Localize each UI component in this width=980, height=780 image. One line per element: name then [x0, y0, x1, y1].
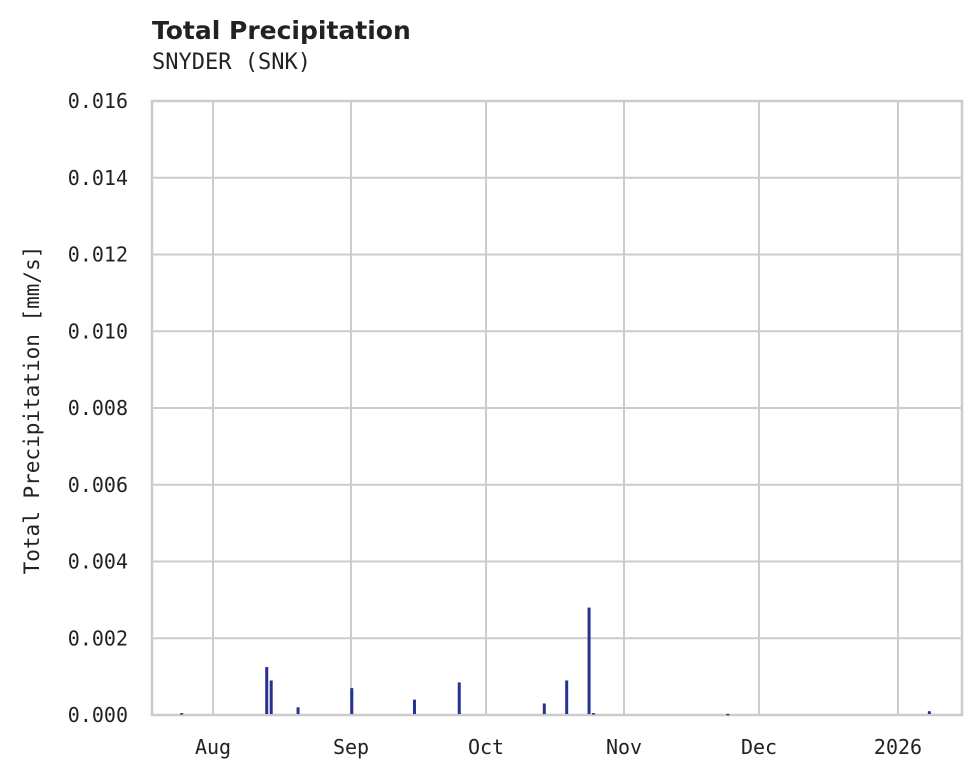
y-tick-label: 0.000 — [68, 703, 128, 727]
data-bar — [726, 713, 730, 716]
chart-title: Total Precipitation — [152, 16, 411, 45]
y-tick-label: 0.012 — [68, 243, 128, 267]
data-bar — [269, 680, 273, 714]
y-tick-label: 0.010 — [68, 319, 128, 343]
x-tick-label: Aug — [195, 735, 231, 759]
data-bar — [296, 707, 300, 714]
data-bar — [542, 703, 546, 714]
y-tick-label: 0.008 — [68, 396, 128, 420]
data-bar — [265, 667, 269, 714]
y-tick-label: 0.014 — [68, 166, 128, 190]
data-bar — [350, 688, 354, 714]
x-tick-label: Oct — [468, 735, 504, 759]
data-bar — [587, 607, 591, 714]
data-bar — [565, 680, 569, 714]
data-bar — [927, 711, 931, 714]
x-tick-label: Dec — [741, 735, 777, 759]
x-tick-label: Nov — [606, 735, 642, 759]
chart-subtitle: SNYDER (SNK) — [152, 50, 311, 75]
data-bar — [180, 713, 184, 715]
y-tick-label: 0.006 — [68, 473, 128, 497]
y-tick-label: 0.002 — [68, 626, 128, 650]
x-tick-label: 2026 — [874, 735, 922, 759]
plot-frame — [150, 99, 964, 717]
y-tick-label: 0.016 — [68, 89, 128, 113]
data-bar — [457, 682, 461, 714]
data-bar — [412, 699, 416, 714]
x-tick-label: Sep — [333, 735, 369, 759]
data-bar — [592, 713, 596, 715]
y-tick-label: 0.004 — [68, 550, 128, 574]
